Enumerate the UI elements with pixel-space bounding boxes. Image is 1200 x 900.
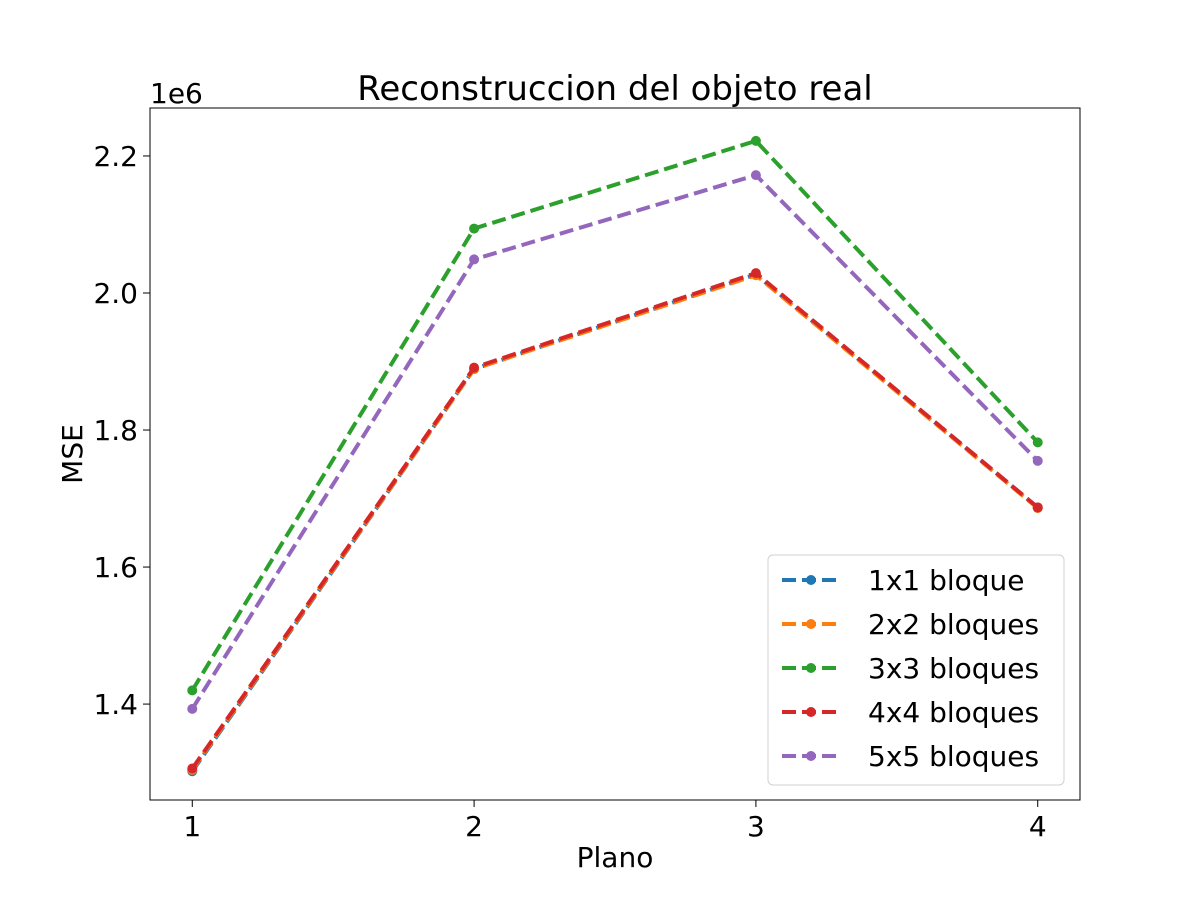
- legend-item: 2x2 bloques: [782, 608, 1039, 641]
- data-point: [750, 268, 761, 279]
- series-line: [190, 271, 1040, 770]
- x-axis: 1 2 3 4: [183, 800, 1047, 843]
- y-multiplier-label: 1e6: [150, 77, 203, 110]
- legend-label: 1x1 bloque: [868, 564, 1025, 597]
- data-point: [469, 254, 480, 265]
- data-point: [1032, 502, 1043, 513]
- legend-item: 5x5 bloques: [782, 740, 1039, 773]
- legend-label: 5x5 bloques: [868, 740, 1039, 773]
- series-5: [187, 170, 1043, 714]
- legend-swatch-marker: [806, 619, 816, 629]
- data-point: [1032, 455, 1043, 466]
- series-4: [187, 268, 1043, 774]
- x-tick-label: 3: [747, 810, 765, 843]
- data-point: [469, 223, 480, 234]
- legend-label: 4x4 bloques: [868, 696, 1039, 729]
- data-point: [187, 763, 198, 774]
- legend-label: 3x3 bloques: [868, 652, 1039, 685]
- series-layer: [187, 135, 1043, 777]
- data-point: [187, 685, 198, 696]
- data-point: [750, 170, 761, 181]
- y-tick-label: 2.2: [93, 140, 138, 173]
- series-3: [187, 135, 1043, 696]
- legend-swatch-marker: [806, 751, 816, 761]
- legend-item: 1x1 bloque: [782, 564, 1025, 597]
- y-axis: 1.4 1.6 1.8 2.0 2.2: [93, 140, 150, 721]
- data-point: [1032, 437, 1043, 448]
- y-tick-label: 1.4: [93, 688, 138, 721]
- x-tick-label: 1: [183, 810, 201, 843]
- legend-swatch-marker: [806, 575, 816, 585]
- legend-item: 4x4 bloques: [782, 696, 1039, 729]
- plot-frame: [149, 107, 1081, 801]
- legend-frame: [767, 554, 1065, 786]
- legend-label: 2x2 bloques: [868, 608, 1039, 641]
- legend: 1x1 bloque 2x2 bloques 3x3 bloques 4x4 bloq…: [767, 554, 1065, 786]
- y-axis-label: MSE: [56, 424, 89, 484]
- legend-item: 3x3 bloques: [782, 652, 1039, 685]
- series-line: [190, 173, 1040, 710]
- legend-swatch-marker: [806, 707, 816, 717]
- y-tick-label: 1.6: [93, 551, 138, 584]
- x-tick-label: 4: [1029, 810, 1047, 843]
- data-point: [750, 135, 761, 146]
- chart-title: Reconstruccion del objeto real: [357, 69, 873, 109]
- y-tick-label: 2.0: [93, 277, 138, 310]
- data-point: [469, 362, 480, 373]
- series-line: [190, 138, 1040, 692]
- y-tick-label: 1.8: [93, 414, 138, 447]
- data-point: [187, 703, 198, 714]
- x-axis-label: Plano: [577, 841, 654, 874]
- x-tick-label: 2: [465, 810, 483, 843]
- legend-swatch-marker: [806, 663, 816, 673]
